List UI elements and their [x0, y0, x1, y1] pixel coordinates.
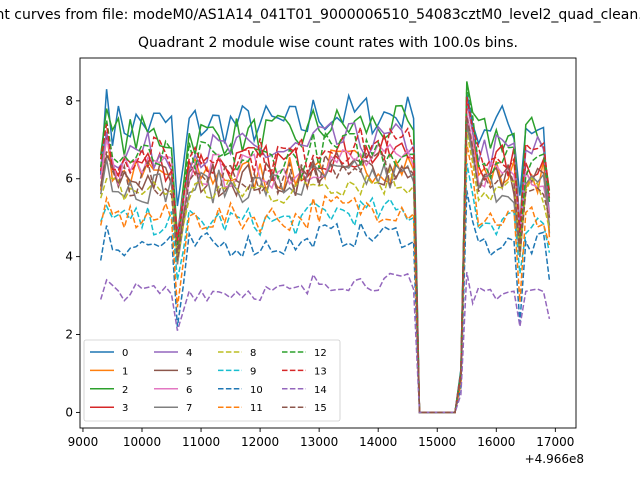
legend-label: 1 [122, 366, 128, 377]
legend-label: 4 [186, 348, 192, 359]
legend-label: 12 [314, 348, 327, 359]
legend-label: 11 [250, 403, 263, 414]
series-line-14 [99, 272, 551, 414]
legend-label: 13 [314, 366, 327, 377]
y-tick-label: 6 [65, 172, 73, 186]
plot-frame [79, 57, 577, 429]
y-tick-label: 0 [65, 405, 73, 419]
x-tick-label: 17000 [536, 435, 574, 449]
legend-label: 2 [122, 385, 128, 396]
x-tick-label: 11000 [182, 435, 220, 449]
legend-label: 6 [186, 385, 192, 396]
x-tick-label: 12000 [241, 435, 279, 449]
x-tick-label: 13000 [300, 435, 338, 449]
suptitle-text: Light curves from file: modeM0/AS1A14_04… [0, 7, 640, 23]
legend-box [83, 339, 341, 422]
series-line-10 [99, 190, 551, 414]
series-line-0 [99, 89, 551, 414]
x-axis-ticks: 9000 10000 11000 12000 13000 14000 15000 16000 1… [68, 428, 574, 449]
y-tick-label: 8 [65, 94, 73, 108]
y-tick-label: 2 [65, 328, 73, 342]
legend-label: 9 [250, 366, 256, 377]
series-line-11 [99, 143, 551, 414]
chart-title: Quadrant 2 module wise count rates with … [138, 35, 518, 51]
x-tick-label: 9000 [68, 435, 99, 449]
x-tick-label: 10000 [123, 435, 161, 449]
legend-label: 3 [122, 403, 128, 414]
legend-label: 8 [250, 348, 256, 359]
x-tick-label: 16000 [477, 435, 515, 449]
legend-label: 7 [186, 403, 192, 414]
x-axis-offset-label: +4.966e8 [524, 452, 584, 466]
legend-label: 0 [122, 348, 128, 359]
legend-label: 5 [186, 366, 192, 377]
figure-suptitle: Light curves from file: modeM0/AS1A14_04… [0, 7, 640, 27]
legend-label: 10 [250, 385, 263, 396]
x-tick-label: 14000 [359, 435, 397, 449]
series-line-13 [99, 96, 551, 414]
x-tick-label: 15000 [418, 435, 456, 449]
series-line-15 [99, 116, 551, 414]
series-line-9 [99, 163, 551, 414]
y-axis-ticks: 0 2 4 6 8 [65, 94, 80, 419]
series-lines [99, 81, 551, 414]
y-tick-label: 4 [65, 250, 73, 264]
legend-label: 15 [314, 403, 327, 414]
legend-label: 14 [314, 385, 327, 396]
